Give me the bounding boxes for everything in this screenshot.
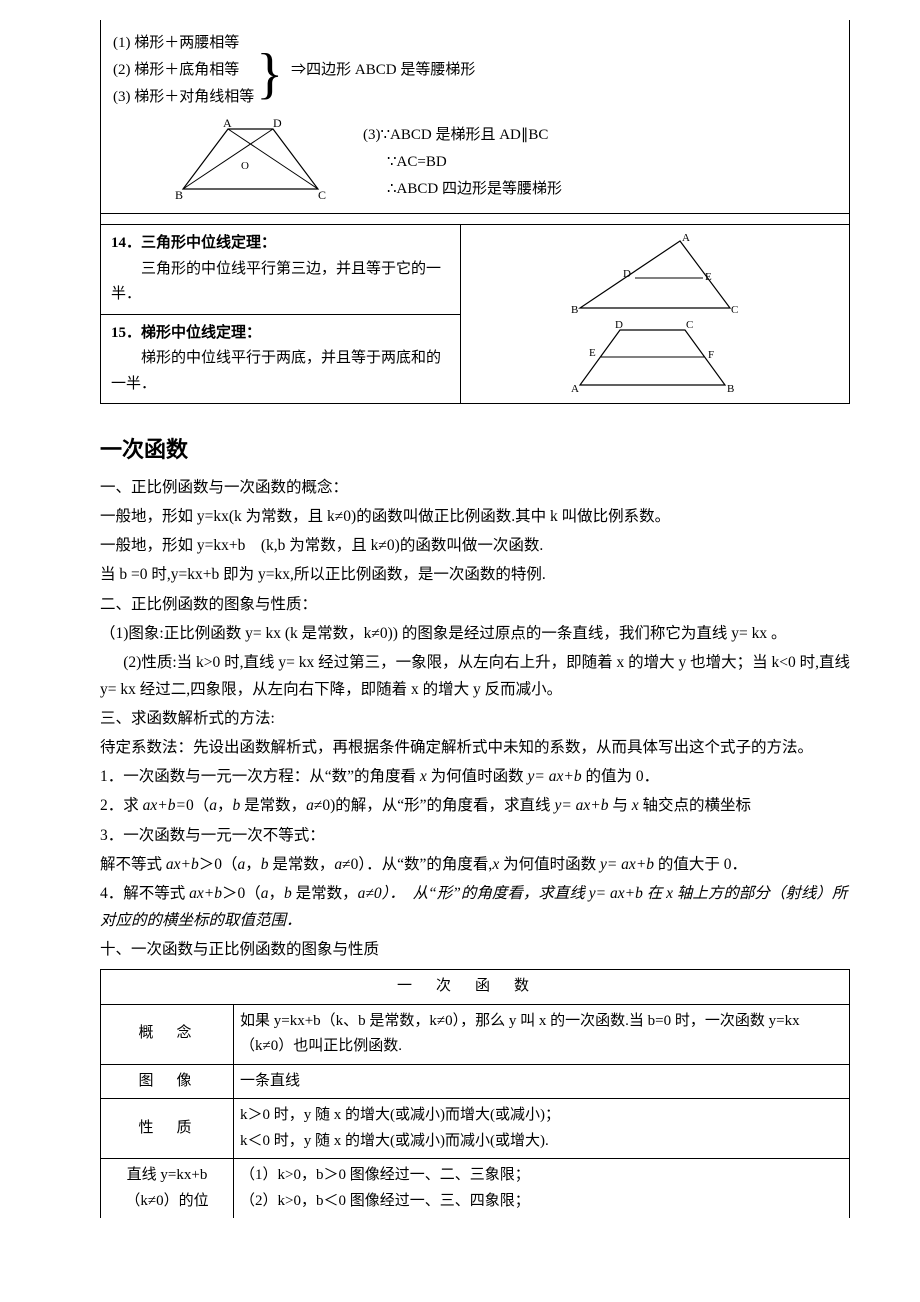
- row-graph-head: 图 像: [101, 1064, 234, 1099]
- trapezoid-diagram: A D B C O: [173, 119, 333, 205]
- row-graph-body: 一条直线: [234, 1064, 850, 1099]
- label-D: D: [273, 119, 282, 130]
- p1: 一、正比例函数与一次函数的概念：: [100, 474, 850, 501]
- p14: 4．解不等式 ax+b＞0（a，b 是常数，a≠0）． 从“形”的角度看，求直线…: [100, 880, 850, 934]
- p11: 2．求 ax+b=0（a，b 是常数，a≠0)的解，从“形”的角度看，求直线 y…: [100, 792, 850, 819]
- tri-B: B: [571, 304, 578, 315]
- tri-D: D: [623, 268, 631, 280]
- trapezoid-conditions: (1) 梯形＋两腰相等 (2) 梯形＋底角相等 (3) 梯形＋对角线相等 } ⇒…: [101, 20, 849, 213]
- p13: 解不等式 ax+b＞0（a，b 是常数，a≠0）．从“数”的角度看,x 为何值时…: [100, 851, 850, 878]
- p4: 当 b =0 时,y=kx+b 即为 y=kx,所以正比例函数，是一次函数的特例…: [100, 561, 850, 588]
- body-text: 一、正比例函数与一次函数的概念： 一般地，形如 y=kx(k 为常数，且 k≠0…: [100, 474, 850, 963]
- proof-line-3: ∴ABCD 四边形是等腰梯形: [363, 176, 562, 203]
- divider: [101, 213, 849, 224]
- p3: 一般地，形如 y=kx+b (k,b 为常数，且 k≠0)的函数叫做一次函数.: [100, 532, 850, 559]
- label-A: A: [223, 119, 232, 130]
- trap-E: E: [589, 347, 596, 359]
- row-concept-head: 概 念: [101, 1004, 234, 1064]
- section-title: 一次函数: [100, 432, 850, 464]
- theorem-15-body: 梯形的中位线平行于两底，并且等于两底和的一半．: [111, 350, 441, 392]
- trap-B: B: [727, 383, 734, 395]
- conclusion: ⇒四边形 ABCD 是等腰梯形: [291, 57, 475, 84]
- p6: （1)图象:正比例函数 y= kx (k 是常数，k≠0)) 的图象是经过原点的…: [100, 620, 850, 647]
- p8: 三、求函数解析式的方法:: [100, 705, 850, 732]
- trap-F: F: [708, 349, 714, 361]
- table-header-row: 一次函数: [101, 970, 850, 1005]
- theorem-row: 14．三角形中位线定理： 三角形的中位线平行第三边，并且等于它的一半． 15．梯…: [101, 224, 849, 403]
- p12: 3．一次函数与一元一次不等式：: [100, 822, 850, 849]
- table-row: 性 质 k＞0 时，y 随 x 的增大(或减小)而增大(或减小)； k＜0 时，…: [101, 1099, 850, 1159]
- p9: 待定系数法：先设出函数解析式，再根据条件确定解析式中未知的系数，从而具体写出这个…: [100, 734, 850, 761]
- theorem-14-title: 14．三角形中位线定理：: [111, 235, 276, 251]
- function-table: 一次函数 概 念 如果 y=kx+b（k、b 是常数，k≠0），那么 y 叫 x…: [100, 969, 850, 1218]
- row-property-body: k＞0 时，y 随 x 的增大(或减小)而增大(或减小)； k＜0 时，y 随 …: [234, 1099, 850, 1159]
- proof-block: (3)∵ABCD 是梯形且 AD∥BC ∵AC=BD ∴ABCD 四边形是等腰梯…: [363, 122, 562, 203]
- p10: 1．一次函数与一元一次方程：从“数”的角度看 x 为何值时函数 y= ax+b …: [100, 763, 850, 790]
- trap-C: C: [686, 320, 693, 331]
- tri-C: C: [731, 304, 738, 315]
- label-O: O: [241, 160, 249, 172]
- label-C: C: [318, 188, 326, 202]
- table-row: 概 念 如果 y=kx+b（k、b 是常数，k≠0），那么 y 叫 x 的一次函…: [101, 1004, 850, 1064]
- table-header: 一次函数: [101, 970, 850, 1005]
- cond-3: (3) 梯形＋对角线相等: [113, 84, 254, 111]
- label-B: B: [175, 188, 183, 202]
- proof-line-1: (3)∵ABCD 是梯形且 AD∥BC: [363, 122, 562, 149]
- right-brace-icon: }: [256, 46, 283, 102]
- row-concept-body: 如果 y=kx+b（k、b 是常数，k≠0），那么 y 叫 x 的一次函数.当 …: [234, 1004, 850, 1064]
- cond-2: (2) 梯形＋底角相等: [113, 57, 254, 84]
- theorem-14: 14．三角形中位线定理： 三角形的中位线平行第三边，并且等于它的一半．: [101, 225, 460, 314]
- geometry-box: (1) 梯形＋两腰相等 (2) 梯形＋底角相等 (3) 梯形＋对角线相等 } ⇒…: [100, 20, 850, 404]
- p5: 二、正比例函数的图象与性质：: [100, 591, 850, 618]
- theorem-15-title: 15．梯形中位线定理：: [111, 325, 261, 341]
- proof-line-2: ∵AC=BD: [363, 149, 562, 176]
- p15: 十、一次函数与正比例函数的图象与性质: [100, 936, 850, 963]
- table-row: 图 像 一条直线: [101, 1064, 850, 1099]
- row-line-body: （1）k>0，b＞0 图像经过一、二、三象限； （2）k>0，b＜0 图像经过一…: [234, 1159, 850, 1219]
- cond-1: (1) 梯形＋两腰相等: [113, 30, 254, 57]
- tri-E: E: [705, 271, 712, 283]
- theorem-14-body: 三角形的中位线平行第三边，并且等于它的一半．: [111, 261, 441, 303]
- theorem-15: 15．梯形中位线定理： 梯形的中位线平行于两底，并且等于两底和的一半．: [101, 314, 460, 404]
- triangle-midsegment-diagram: A B C D E: [565, 233, 745, 315]
- table-row: 直线 y=kx+b（k≠0）的位 （1）k>0，b＞0 图像经过一、二、三象限；…: [101, 1159, 850, 1219]
- row-property-head: 性 质: [101, 1099, 234, 1159]
- trapezoid-midsegment-diagram: D C A B E F: [565, 320, 745, 395]
- row-line-head: 直线 y=kx+b（k≠0）的位: [101, 1159, 234, 1219]
- p2: 一般地，形如 y=kx(k 为常数，且 k≠0)的函数叫做正比例函数.其中 k …: [100, 503, 850, 530]
- trap-D: D: [615, 320, 623, 331]
- p7: (2)性质:当 k>0 时,直线 y= kx 经过第三，一象限，从左向右上升，即…: [100, 649, 850, 703]
- trap-A: A: [571, 383, 579, 395]
- tri-A: A: [682, 233, 690, 244]
